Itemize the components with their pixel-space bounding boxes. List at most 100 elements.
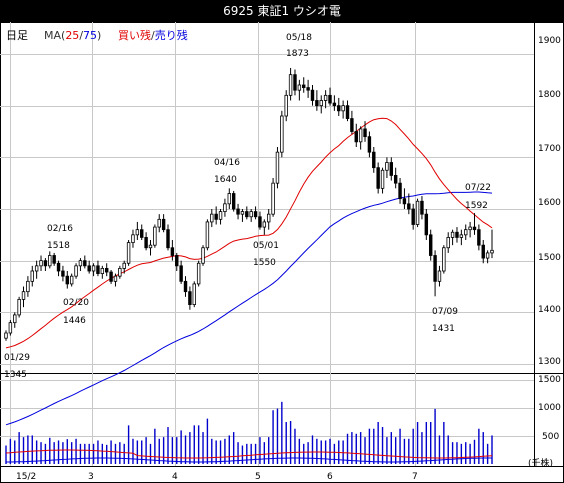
candle-body bbox=[407, 203, 411, 210]
candle-body bbox=[455, 231, 459, 238]
candle-body bbox=[472, 226, 477, 231]
candle-body bbox=[288, 74, 293, 96]
candle-body bbox=[91, 265, 96, 272]
candle-body bbox=[459, 234, 464, 238]
candles bbox=[4, 67, 494, 341]
date-tick: 4 bbox=[172, 472, 178, 482]
candle-body bbox=[240, 211, 245, 215]
candle-body bbox=[415, 200, 420, 225]
annotation-value: 1550 bbox=[253, 258, 276, 268]
candle-body bbox=[433, 255, 437, 282]
price-tick: 1600 bbox=[538, 198, 561, 208]
date-tick: 15/2 bbox=[16, 472, 36, 482]
candle-body bbox=[61, 270, 65, 277]
candle-body bbox=[175, 255, 179, 267]
candle-body bbox=[376, 167, 380, 189]
annotation-value: 1640 bbox=[214, 175, 237, 185]
ma75-line bbox=[5, 191, 493, 426]
grid bbox=[0, 22, 534, 466]
candle-body bbox=[266, 213, 271, 223]
candle-body bbox=[78, 260, 83, 267]
annotation-date: 05/18 bbox=[286, 33, 312, 43]
candle-body bbox=[87, 265, 91, 272]
candle-body bbox=[218, 211, 223, 220]
annotation-date: 02/16 bbox=[47, 224, 73, 234]
candle-body bbox=[100, 268, 105, 274]
candle-body bbox=[258, 216, 262, 228]
candle-body bbox=[428, 234, 433, 256]
candle-body bbox=[310, 89, 315, 101]
candle-body bbox=[402, 198, 407, 205]
candle-body bbox=[398, 182, 402, 200]
candle-body bbox=[464, 229, 468, 236]
annotation-value: 1345 bbox=[4, 370, 27, 380]
candle-body bbox=[39, 260, 43, 267]
candle-body bbox=[332, 102, 337, 107]
ma-legend: MA(25/75) bbox=[44, 29, 101, 42]
annotation-date: 04/16 bbox=[214, 158, 240, 168]
sell-balance-line bbox=[6, 457, 492, 463]
annotation-value: 1592 bbox=[465, 201, 488, 211]
ma25-line bbox=[5, 117, 493, 349]
candle-body bbox=[96, 265, 100, 274]
date-tick: 6 bbox=[327, 472, 333, 482]
candle-body bbox=[420, 200, 424, 215]
candle-body bbox=[104, 268, 109, 273]
candle-body bbox=[354, 131, 358, 143]
candle-body bbox=[74, 265, 78, 277]
annotation-value: 1431 bbox=[432, 324, 455, 334]
date-tick: 7 bbox=[412, 472, 418, 482]
candle-body bbox=[223, 203, 227, 212]
ma75-line-path bbox=[5, 191, 493, 426]
candle-body bbox=[306, 87, 310, 91]
candle-body bbox=[253, 211, 258, 218]
candle-body bbox=[43, 260, 48, 267]
candle-body bbox=[122, 262, 126, 269]
candle-body bbox=[56, 262, 61, 272]
candle-body bbox=[328, 94, 332, 104]
candle-body bbox=[166, 229, 170, 249]
candle-body bbox=[389, 162, 394, 176]
candle-body bbox=[17, 299, 21, 316]
annotation-date: 01/29 bbox=[4, 353, 30, 363]
candle-body bbox=[109, 271, 113, 282]
candle-body bbox=[148, 244, 153, 249]
annotation-date: 07/22 bbox=[465, 183, 491, 193]
period-label: 日足 bbox=[6, 29, 28, 42]
annotation-value: 1873 bbox=[286, 49, 309, 59]
candle-body bbox=[363, 128, 367, 138]
candle-body bbox=[205, 221, 210, 249]
candle-body bbox=[358, 128, 363, 143]
candle-body bbox=[293, 74, 297, 91]
ma25-line-path bbox=[5, 117, 493, 349]
candle-body bbox=[350, 118, 354, 132]
annotation-date: 05/01 bbox=[253, 241, 279, 251]
candle-body bbox=[446, 237, 450, 249]
annotation-value: 1446 bbox=[63, 316, 86, 326]
candle-body bbox=[393, 175, 398, 184]
candle-body bbox=[126, 242, 131, 264]
candle-body bbox=[34, 265, 39, 272]
annotations: 01/29 1345 02/16 1518 02/20 1446 04/16 1… bbox=[4, 33, 491, 380]
candle-body bbox=[275, 151, 280, 184]
candle-body bbox=[231, 193, 236, 210]
candle-body bbox=[227, 193, 232, 205]
candle-body bbox=[196, 262, 201, 285]
volume-unit: (千株) bbox=[528, 457, 553, 469]
candle-body bbox=[490, 249, 494, 254]
candle-body bbox=[245, 211, 249, 218]
candle-body bbox=[424, 213, 429, 236]
candle-body bbox=[48, 255, 52, 267]
date-tick: 5 bbox=[255, 472, 261, 482]
candle-body bbox=[341, 105, 345, 112]
candle-body bbox=[468, 226, 472, 231]
chart-title-bar: 6925 東証1 ウシオ電 bbox=[0, 0, 564, 22]
volume-bars bbox=[5, 401, 493, 464]
price-tick: 1900 bbox=[538, 36, 561, 46]
price-axis: 1300 1400 1500 1600 1700 1800 1900 bbox=[538, 36, 561, 367]
candle-body bbox=[372, 151, 376, 169]
candle-body bbox=[214, 213, 218, 220]
candle-body bbox=[297, 84, 302, 91]
candle-body bbox=[26, 280, 30, 293]
